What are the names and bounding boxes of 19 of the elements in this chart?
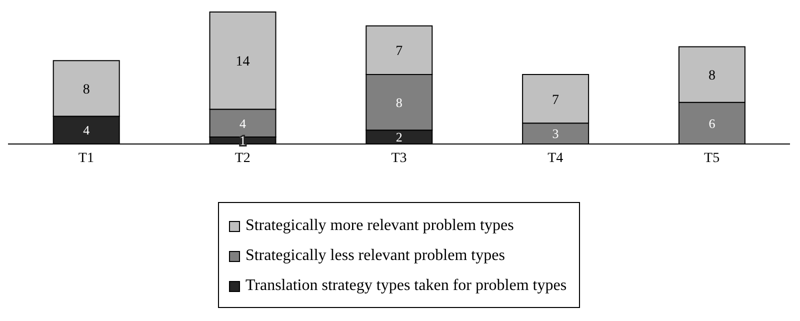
data-label: 8	[708, 68, 716, 84]
data-label: 2	[396, 130, 402, 145]
data-label: 14	[236, 54, 250, 70]
data-label: 4	[83, 122, 90, 138]
data-label: 8	[82, 82, 90, 98]
data-label: 8	[396, 94, 402, 110]
x-tick-label: T1	[78, 150, 94, 166]
legend-label: Strategically more relevant problem types	[245, 217, 514, 235]
data-label: 7	[396, 44, 403, 60]
data-label: 6	[708, 116, 716, 131]
data-label: 4	[240, 116, 247, 131]
data-label: 3	[552, 126, 559, 142]
legend-label: Translation strategy types taken for problem types	[245, 277, 567, 295]
legend-label: Strategically less relevant problem types	[245, 247, 505, 265]
x-tick-label: T3	[391, 150, 407, 166]
x-tick-label: T4	[548, 150, 564, 166]
data-label: 7	[552, 92, 560, 108]
x-tick-label: T5	[704, 150, 720, 166]
x-tick-label: T2	[234, 150, 250, 166]
